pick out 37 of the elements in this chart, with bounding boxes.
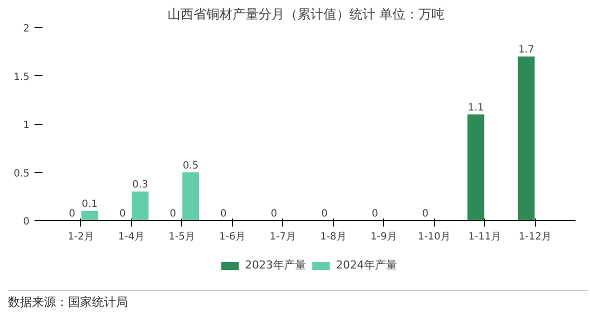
- x-tick-label: 1-6月: [219, 232, 246, 242]
- y-tick-label: 2: [23, 24, 30, 34]
- bar: [81, 210, 98, 220]
- bar: [182, 172, 200, 220]
- data-label: 1.1: [468, 102, 484, 114]
- data-label: 0.1: [82, 198, 98, 210]
- data-label: 0.5: [182, 160, 199, 172]
- data-label: 1.7: [518, 44, 534, 56]
- x-tick-label: 1-4月: [118, 232, 145, 242]
- legend-label: 2024年产量: [336, 258, 397, 272]
- x-tick-label: 1-8月: [320, 232, 346, 242]
- legend-label: 2023年产量: [245, 258, 306, 272]
- source-note: 数据来源：国家统计局: [8, 294, 128, 311]
- bar: [518, 56, 535, 220]
- y-tick-label: 1: [23, 120, 30, 131]
- data-label: 0: [68, 208, 76, 220]
- x-tick-label: 1-2月: [68, 232, 94, 242]
- data-label: 0: [270, 208, 278, 220]
- bar: [132, 192, 149, 220]
- x-tick-label: 1-5月: [168, 232, 195, 242]
- data-label: 0: [321, 208, 328, 220]
- x-tick-label: 1-7月: [270, 232, 296, 242]
- data-label: 0: [422, 208, 429, 220]
- y-tick-label: 0.5: [14, 168, 30, 180]
- chart-title: 山西省铜材产量分月（累计值）统计 单位：万吨: [167, 8, 445, 22]
- y-tick-label: 0: [23, 216, 30, 228]
- data-label: 0: [119, 208, 126, 220]
- data-label: 0: [372, 208, 378, 220]
- bar: [467, 114, 484, 220]
- data-label: 0: [170, 208, 176, 220]
- x-tick-label: 1-11月: [468, 232, 502, 242]
- y-tick-label: 1.5: [14, 72, 30, 83]
- x-tick-label: 1-10月: [418, 232, 451, 242]
- x-tick-label: 1-12月: [518, 232, 552, 242]
- data-label: 0: [220, 208, 227, 220]
- x-tick-label: 1-9月: [370, 232, 397, 242]
- data-label: 0.3: [132, 180, 148, 191]
